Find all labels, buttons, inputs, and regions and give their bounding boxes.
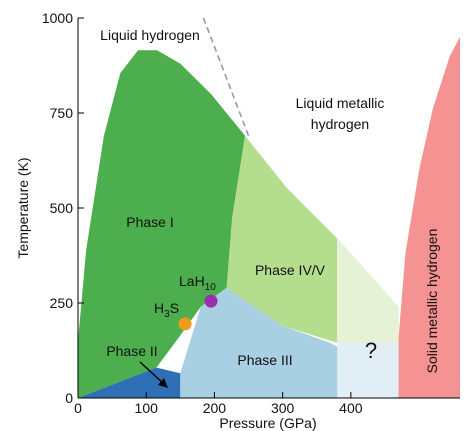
y-tick-label: 0 (65, 390, 73, 406)
label-lah10: LaH10 (179, 273, 216, 293)
label-liquid-metallic-line2: hydrogen (311, 116, 369, 132)
label-phase-iii: Phase III (237, 352, 292, 368)
label-phase-i: Phase I (126, 214, 173, 230)
y-tick-label: 250 (50, 295, 74, 311)
x-tick-label: 0 (74, 400, 82, 416)
label-liquid-metallic-line1: Liquid metallic (296, 95, 385, 111)
phase-ii-arrowhead (158, 378, 168, 388)
point-lah10 (204, 294, 218, 308)
label-phase-iv-v: Phase IV/V (255, 262, 326, 278)
phase-ii-arrow (139, 361, 165, 385)
region-unknown-upper (337, 238, 399, 343)
y-axis-title: Temperature (K) (15, 157, 31, 258)
y-tick-label: 750 (50, 105, 74, 121)
point-h3s (178, 317, 192, 331)
label-unknown-phase: ? (365, 338, 377, 363)
label-phase-ii: Phase II (106, 343, 157, 359)
y-tick-label: 500 (50, 200, 74, 216)
label-liquid-hydrogen: Liquid hydrogen (100, 27, 200, 43)
label-h3s: H3S (154, 300, 179, 320)
region-phase-iv-v (226, 135, 338, 343)
label-solid-metallic: Solid metallic hydrogen (424, 229, 440, 374)
x-tick-label: 400 (339, 400, 363, 416)
x-axis-title: Pressure (GPa) (219, 415, 316, 431)
x-tick-label: 100 (135, 400, 159, 416)
y-tick-label: 1000 (42, 10, 73, 26)
x-tick-label: 200 (203, 400, 227, 416)
region-phase-i (78, 50, 246, 398)
x-tick-label: 300 (271, 400, 295, 416)
melting-line-dashed (202, 18, 250, 137)
region-solid-metallic-hydrogen (398, 37, 460, 398)
